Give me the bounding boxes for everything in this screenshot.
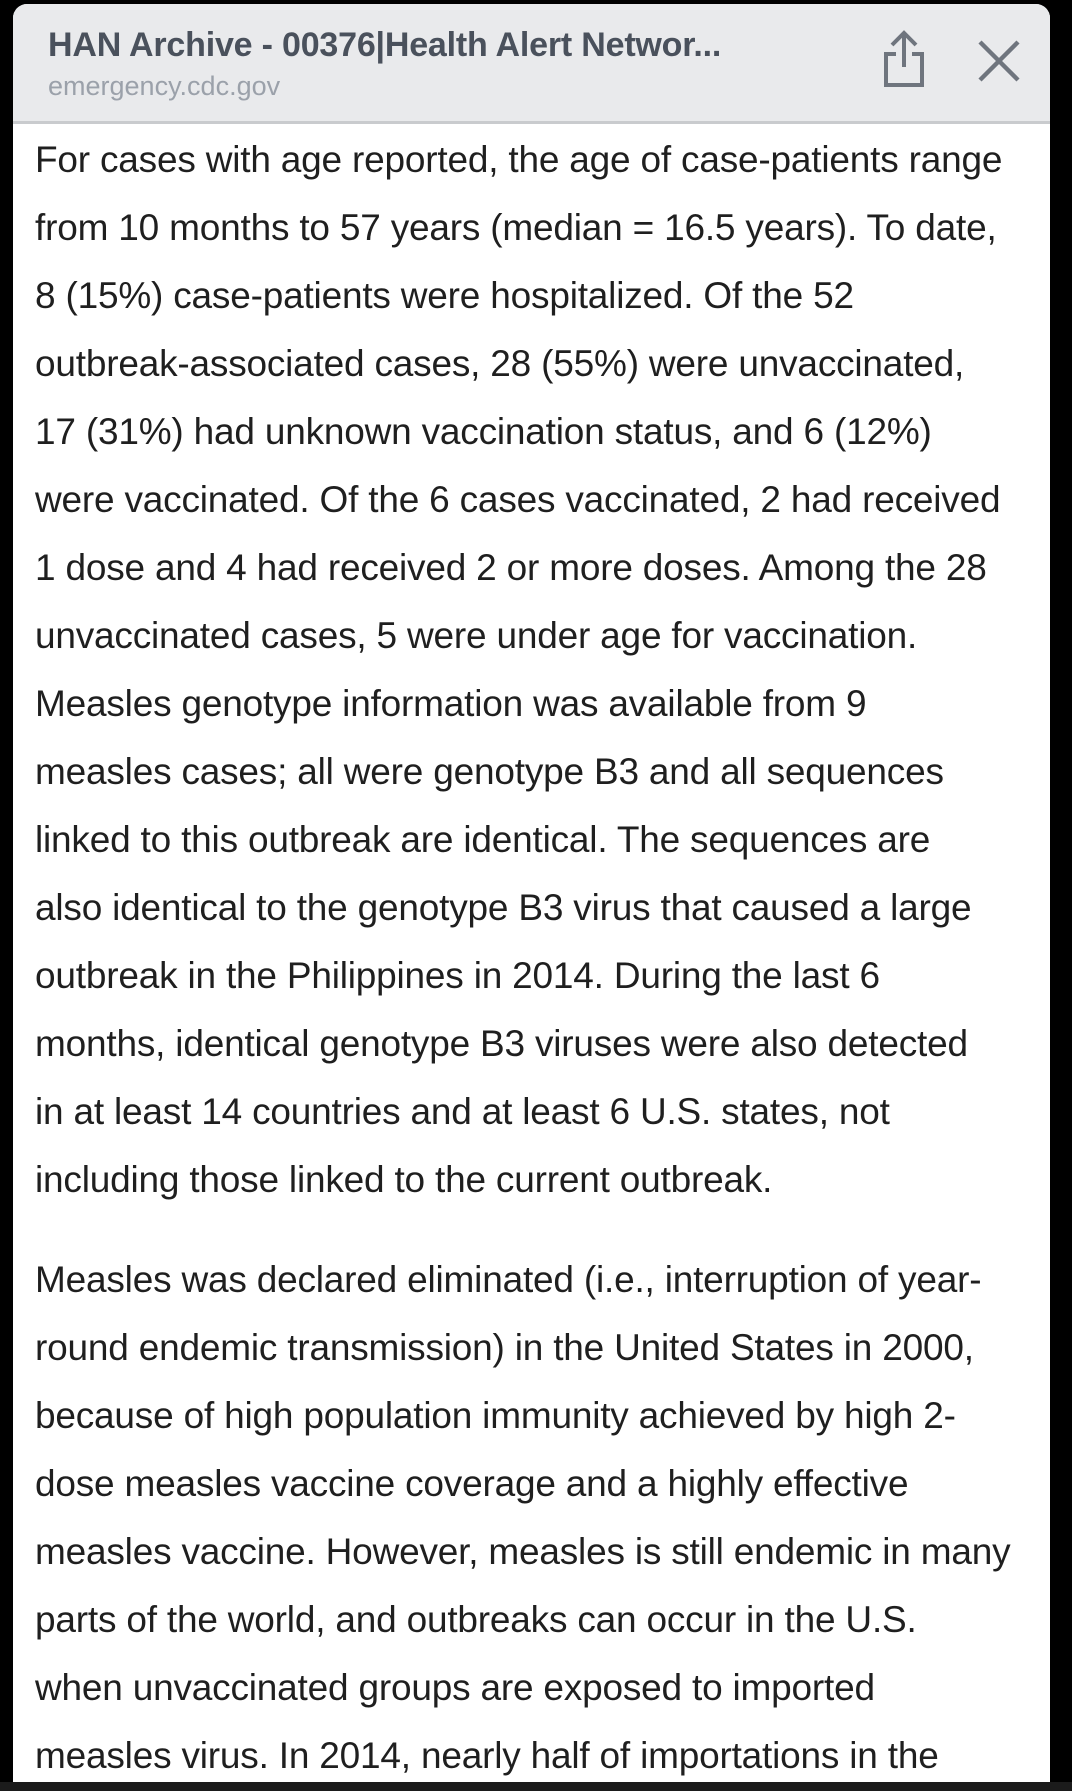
text-line: parts of the world, and outbreaks can oc… bbox=[35, 1599, 917, 1640]
link-preview-sheet: HAN Archive - 00376|Health Alert Networ.… bbox=[13, 4, 1050, 1783]
text-line: in at least 14 countries and at least 6 … bbox=[35, 1091, 890, 1132]
close-button[interactable] bbox=[974, 37, 1024, 88]
text-line: from 10 months to 57 years (median = 16.… bbox=[35, 207, 997, 248]
text-line: because of high population immunity achi… bbox=[35, 1395, 956, 1436]
text-line: Measles was declared eliminated (i.e., i… bbox=[35, 1259, 982, 1300]
text-line: outbreak in the Philippines in 2014. Dur… bbox=[35, 955, 880, 996]
text-line: measles vaccine. However, measles is sti… bbox=[35, 1531, 1011, 1572]
text-line: linked to this outbreak are identical. T… bbox=[35, 819, 931, 860]
text-line: including those linked to the current ou… bbox=[35, 1159, 773, 1200]
text-line: outbreak-associated cases, 28 (55%) were… bbox=[35, 343, 965, 384]
share-button[interactable] bbox=[878, 29, 930, 92]
close-icon bbox=[974, 37, 1024, 88]
share-icon bbox=[878, 29, 930, 92]
page-domain: emergency.cdc.gov bbox=[48, 70, 281, 101]
text-line: round endemic transmission) in the Unite… bbox=[35, 1327, 974, 1368]
text-line: were vaccinated. Of the 6 cases vaccinat… bbox=[35, 479, 1001, 520]
paragraph: For cases with age reported, the age of … bbox=[35, 126, 1020, 1214]
preview-header[interactable]: HAN Archive - 00376|Health Alert Networ.… bbox=[13, 4, 1050, 121]
text-line: 1 dose and 4 had received 2 or more dose… bbox=[35, 547, 987, 588]
text-line: Measles genotype information was availab… bbox=[35, 683, 867, 724]
text-line: measles cases; all were genotype B3 and … bbox=[35, 751, 944, 792]
text-line: 17 (31%) had unknown vaccination status,… bbox=[35, 411, 932, 452]
text-line: also identical to the genotype B3 virus … bbox=[35, 887, 972, 928]
text-line: measles virus. In 2014, nearly half of i… bbox=[35, 1735, 939, 1776]
text-line: months, identical genotype B3 viruses we… bbox=[35, 1023, 968, 1064]
header-divider bbox=[13, 121, 1050, 124]
text-line: unvaccinated cases, 5 were under age for… bbox=[35, 615, 918, 656]
text-line: 8 (15%) case-patients were hospitalized.… bbox=[35, 275, 854, 316]
text-line: For cases with age reported, the age of … bbox=[35, 139, 1003, 180]
bottom-bar bbox=[0, 1782, 1072, 1791]
preview-content[interactable]: For cases with age reported, the age of … bbox=[13, 124, 1050, 1783]
text-line: dose measles vaccine coverage and a high… bbox=[35, 1463, 909, 1504]
header-text: HAN Archive - 00376|Health Alert Networ.… bbox=[48, 24, 878, 102]
page-title: HAN Archive - 00376|Health Alert Networ.… bbox=[48, 25, 722, 64]
text-line: when unvaccinated groups are exposed to … bbox=[35, 1667, 875, 1708]
paragraph: Measles was declared eliminated (i.e., i… bbox=[35, 1246, 1020, 1783]
